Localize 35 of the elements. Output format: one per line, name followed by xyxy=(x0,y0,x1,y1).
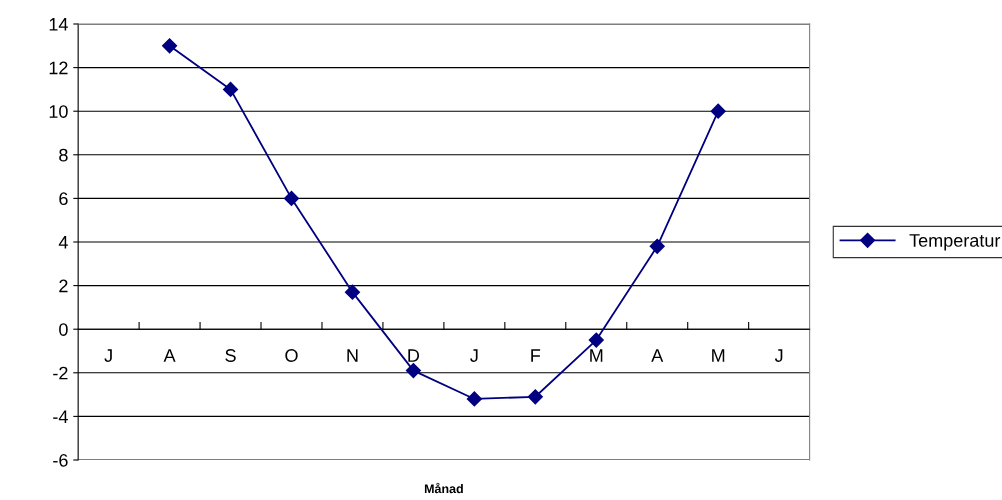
x-tick-label: M xyxy=(590,349,603,362)
y-tick-label: -4 xyxy=(53,410,68,423)
point xyxy=(710,103,726,119)
x-tick-label: J xyxy=(470,349,478,362)
x-tick-label: D xyxy=(408,349,420,362)
y-tick-label: 8 xyxy=(59,148,68,162)
y-tick-label: 0 xyxy=(59,323,68,336)
y-tick-label: -6 xyxy=(53,453,68,467)
x-tick-label: F xyxy=(531,349,541,362)
y-tick-label: 4 xyxy=(58,236,68,249)
y-tick-label: 10 xyxy=(49,105,68,118)
point xyxy=(283,190,300,206)
x-tick-label: A xyxy=(651,349,664,362)
x-axis-title: Månad xyxy=(424,482,463,494)
legend-label: Temperatur xyxy=(909,234,1001,251)
point xyxy=(222,81,239,97)
y-tick-label: 2 xyxy=(59,279,68,293)
y-tick-label: 14 xyxy=(49,18,68,31)
x-tick-label: N xyxy=(347,349,358,362)
point xyxy=(344,284,361,300)
x-tick-label: J xyxy=(774,349,783,362)
point xyxy=(649,238,665,254)
y-tick-label: 6 xyxy=(59,192,68,206)
x-tick-label: J xyxy=(104,349,112,362)
point xyxy=(466,391,482,407)
point xyxy=(527,389,543,405)
x-tick-label: M xyxy=(712,349,725,362)
x-tick-label: A xyxy=(163,349,176,362)
x-tick-label: O xyxy=(285,349,298,362)
y-tick-label: -2 xyxy=(53,366,68,380)
point xyxy=(162,38,178,54)
point xyxy=(588,332,604,348)
point xyxy=(405,363,421,379)
y-tick-label: 12 xyxy=(49,61,68,75)
x-tick-label: S xyxy=(225,349,236,362)
